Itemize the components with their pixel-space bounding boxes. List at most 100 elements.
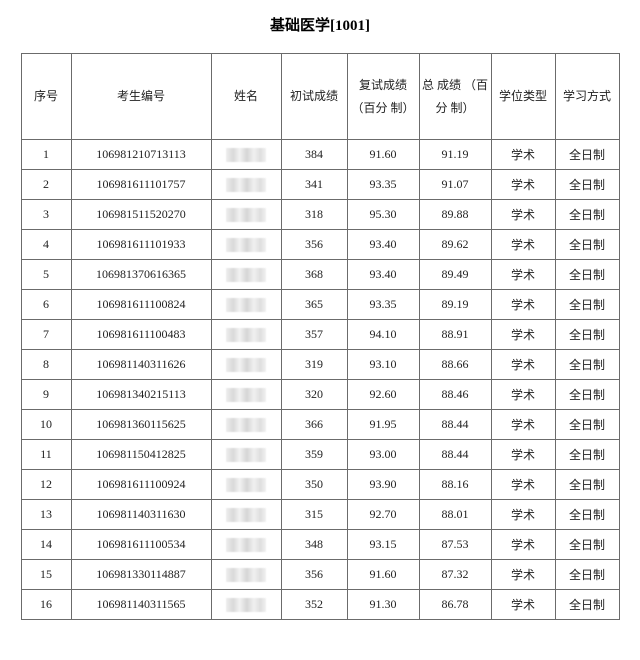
cell-degree: 学术 (491, 380, 555, 410)
masked-name (226, 358, 266, 372)
cell-seq: 16 (21, 590, 71, 620)
cell-examid: 106981611101757 (71, 170, 211, 200)
table-row: 710698161110048335794.1088.91学术全日制 (21, 320, 619, 350)
table-row: 1210698161110092435093.9088.16学术全日制 (21, 470, 619, 500)
cell-score1: 356 (281, 230, 347, 260)
cell-score3: 89.19 (419, 290, 491, 320)
cell-degree: 学术 (491, 410, 555, 440)
cell-score3: 87.53 (419, 530, 491, 560)
col-header-seq: 序号 (21, 54, 71, 140)
page-title: 基础医学[1001] (0, 0, 640, 53)
cell-examid: 106981210713113 (71, 140, 211, 170)
cell-score2: 93.10 (347, 350, 419, 380)
table-row: 1010698136011562536691.9588.44学术全日制 (21, 410, 619, 440)
masked-name (226, 328, 266, 342)
cell-mode: 全日制 (555, 500, 619, 530)
cell-examid: 106981611100483 (71, 320, 211, 350)
cell-score1: 366 (281, 410, 347, 440)
table-row: 1410698161110053434893.1587.53学术全日制 (21, 530, 619, 560)
cell-degree: 学术 (491, 350, 555, 380)
cell-score1: 320 (281, 380, 347, 410)
cell-score2: 92.70 (347, 500, 419, 530)
cell-seq: 5 (21, 260, 71, 290)
cell-mode: 全日制 (555, 350, 619, 380)
cell-score1: 359 (281, 440, 347, 470)
masked-name (226, 238, 266, 252)
cell-mode: 全日制 (555, 380, 619, 410)
cell-score2: 93.15 (347, 530, 419, 560)
cell-score2: 91.30 (347, 590, 419, 620)
cell-mode: 全日制 (555, 200, 619, 230)
cell-score3: 88.01 (419, 500, 491, 530)
cell-score3: 88.91 (419, 320, 491, 350)
masked-name (226, 388, 266, 402)
cell-name (211, 380, 281, 410)
cell-mode: 全日制 (555, 260, 619, 290)
cell-score2: 93.40 (347, 230, 419, 260)
masked-name (226, 208, 266, 222)
cell-mode: 全日制 (555, 440, 619, 470)
cell-mode: 全日制 (555, 530, 619, 560)
cell-seq: 12 (21, 470, 71, 500)
cell-score1: 356 (281, 560, 347, 590)
table-row: 1510698133011488735691.6087.32学术全日制 (21, 560, 619, 590)
col-header-mode: 学习方式 (555, 54, 619, 140)
table-row: 1110698115041282535993.0088.44学术全日制 (21, 440, 619, 470)
cell-score1: 348 (281, 530, 347, 560)
cell-score2: 93.35 (347, 170, 419, 200)
cell-degree: 学术 (491, 170, 555, 200)
cell-examid: 106981370616365 (71, 260, 211, 290)
cell-score1: 341 (281, 170, 347, 200)
cell-degree: 学术 (491, 260, 555, 290)
masked-name (226, 598, 266, 612)
cell-score2: 94.10 (347, 320, 419, 350)
cell-name (211, 470, 281, 500)
cell-examid: 106981140311630 (71, 500, 211, 530)
cell-mode: 全日制 (555, 560, 619, 590)
cell-mode: 全日制 (555, 140, 619, 170)
cell-mode: 全日制 (555, 410, 619, 440)
cell-name (211, 230, 281, 260)
masked-name (226, 538, 266, 552)
table-row: 610698161110082436593.3589.19学术全日制 (21, 290, 619, 320)
cell-degree: 学术 (491, 140, 555, 170)
cell-mode: 全日制 (555, 170, 619, 200)
cell-name (211, 530, 281, 560)
cell-degree: 学术 (491, 200, 555, 230)
cell-score2: 93.00 (347, 440, 419, 470)
cell-degree: 学术 (491, 470, 555, 500)
cell-degree: 学术 (491, 530, 555, 560)
cell-score2: 91.60 (347, 140, 419, 170)
cell-mode: 全日制 (555, 290, 619, 320)
cell-examid: 106981140311565 (71, 590, 211, 620)
cell-score2: 92.60 (347, 380, 419, 410)
cell-score3: 88.16 (419, 470, 491, 500)
cell-score3: 86.78 (419, 590, 491, 620)
cell-seq: 1 (21, 140, 71, 170)
table-header-row: 序号 考生编号 姓名 初试成绩 复试成绩 （百分 制） 总 成绩 （百分 制） … (21, 54, 619, 140)
cell-name (211, 440, 281, 470)
cell-seq: 15 (21, 560, 71, 590)
cell-score2: 95.30 (347, 200, 419, 230)
masked-name (226, 418, 266, 432)
table-row: 1610698114031156535291.3086.78学术全日制 (21, 590, 619, 620)
cell-examid: 106981611101933 (71, 230, 211, 260)
cell-score2: 91.60 (347, 560, 419, 590)
cell-score3: 88.44 (419, 410, 491, 440)
cell-seq: 6 (21, 290, 71, 320)
cell-degree: 学术 (491, 560, 555, 590)
cell-degree: 学术 (491, 440, 555, 470)
table-row: 810698114031162631993.1088.66学术全日制 (21, 350, 619, 380)
cell-examid: 106981340215113 (71, 380, 211, 410)
cell-name (211, 320, 281, 350)
cell-name (211, 290, 281, 320)
cell-name (211, 560, 281, 590)
cell-mode: 全日制 (555, 230, 619, 260)
cell-score1: 384 (281, 140, 347, 170)
cell-name (211, 140, 281, 170)
col-header-score2: 复试成绩 （百分 制） (347, 54, 419, 140)
cell-score2: 93.35 (347, 290, 419, 320)
masked-name (226, 508, 266, 522)
cell-score1: 357 (281, 320, 347, 350)
masked-name (226, 298, 266, 312)
